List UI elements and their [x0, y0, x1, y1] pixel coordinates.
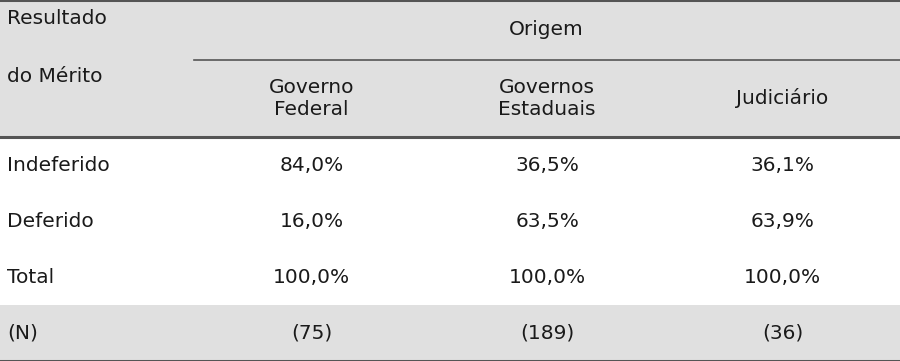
Bar — [0, 60, 900, 137]
Bar — [0, 305, 900, 361]
Text: (36): (36) — [762, 323, 803, 343]
Text: 16,0%: 16,0% — [279, 212, 344, 231]
Text: (N): (N) — [7, 323, 38, 343]
Text: Governo
Federal: Governo Federal — [268, 78, 354, 119]
Text: do Mérito: do Mérito — [7, 67, 103, 86]
Text: Deferido: Deferido — [7, 212, 94, 231]
Text: 36,1%: 36,1% — [751, 156, 815, 175]
Text: (75): (75) — [291, 323, 332, 343]
Bar — [0, 137, 900, 193]
Text: (189): (189) — [520, 323, 574, 343]
Bar — [0, 193, 900, 249]
Text: 100,0%: 100,0% — [744, 268, 821, 287]
Text: 63,9%: 63,9% — [751, 212, 815, 231]
Bar — [0, 249, 900, 305]
Text: 100,0%: 100,0% — [273, 268, 350, 287]
Text: Judiciário: Judiciário — [736, 88, 829, 108]
Text: Resultado: Resultado — [7, 9, 107, 28]
Text: 84,0%: 84,0% — [279, 156, 344, 175]
Bar — [0, 0, 900, 60]
Text: 36,5%: 36,5% — [516, 156, 579, 175]
Text: Total: Total — [7, 268, 54, 287]
Text: 63,5%: 63,5% — [516, 212, 579, 231]
Text: Origem: Origem — [509, 20, 584, 39]
Text: Governos
Estaduais: Governos Estaduais — [499, 78, 596, 119]
Text: Indeferido: Indeferido — [7, 156, 110, 175]
Text: 100,0%: 100,0% — [508, 268, 586, 287]
